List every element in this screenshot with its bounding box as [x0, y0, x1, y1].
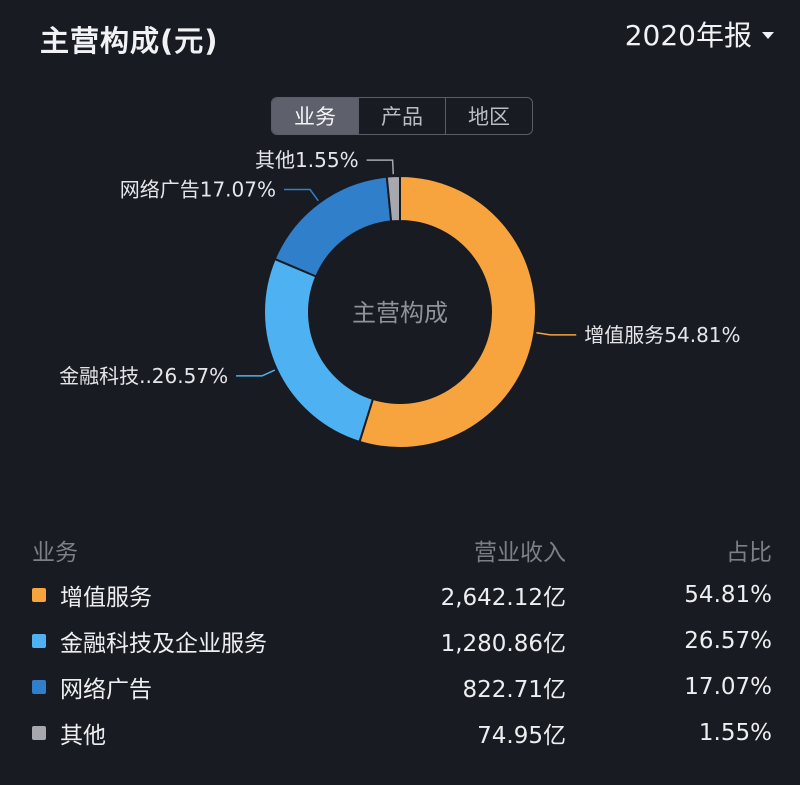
color-swatch [32, 680, 46, 694]
color-swatch [32, 634, 46, 648]
label-value-added-services: 增值服务54.81% [584, 323, 740, 347]
label-online-advertising: 网络广告17.07% [120, 178, 276, 202]
row-share: 26.57% [684, 628, 772, 654]
label-others: 其他1.55% [255, 150, 359, 172]
table-row[interactable]: 金融科技及企业服务 1,280.86亿 26.57% [32, 618, 772, 664]
table-row[interactable]: 网络广告 822.71亿 17.07% [32, 664, 772, 710]
tab-business[interactable]: 业务 [272, 98, 358, 134]
row-revenue: 822.71亿 [462, 677, 566, 703]
row-revenue: 74.95亿 [477, 723, 566, 749]
table-row[interactable]: 其他 74.95亿 1.55% [32, 710, 772, 756]
page-title: 主营构成(元) [40, 24, 219, 58]
color-swatch [32, 588, 46, 602]
header-business: 业务 [32, 540, 78, 566]
row-share: 54.81% [684, 582, 772, 608]
label-fintech: 金融科技..26.57% [59, 364, 228, 388]
leader-line [284, 188, 319, 202]
color-swatch [32, 726, 46, 740]
category-segmented-control: 业务 产品 地区 [271, 97, 533, 135]
row-name: 其他 [60, 723, 106, 749]
leader-line [536, 332, 577, 336]
caret-down-icon [762, 32, 774, 39]
slice-fintech-business-services[interactable] [263, 257, 375, 444]
row-share: 17.07% [684, 674, 772, 700]
slice-value-added-services[interactable] [358, 174, 537, 449]
period-select[interactable]: 2020年报 [625, 14, 774, 54]
slice-others[interactable] [385, 174, 401, 223]
revenue-table: 业务 营业收入 占比 增值服务 2,642.12亿 54.81% 金融科技及企业… [32, 528, 772, 756]
table-row[interactable]: 增值服务 2,642.12亿 54.81% [32, 572, 772, 618]
leader-line [366, 159, 395, 175]
header-revenue: 营业收入 [474, 540, 566, 566]
donut-center-label: 主营构成 [352, 299, 448, 327]
row-revenue: 2,642.12亿 [440, 585, 566, 611]
tab-region[interactable]: 地区 [445, 98, 532, 134]
slice-online-advertising[interactable] [273, 175, 393, 278]
leader-line [236, 369, 276, 377]
header-share: 占比 [726, 540, 772, 566]
table-header: 业务 营业收入 占比 [32, 528, 772, 572]
row-name: 增值服务 [60, 585, 152, 611]
row-revenue: 1,280.86亿 [440, 631, 566, 657]
row-name: 网络广告 [60, 677, 152, 703]
row-name: 金融科技及企业服务 [60, 631, 267, 657]
row-share: 1.55% [698, 720, 772, 746]
tab-product[interactable]: 产品 [358, 98, 445, 134]
period-label: 2020年报 [624, 19, 752, 52]
